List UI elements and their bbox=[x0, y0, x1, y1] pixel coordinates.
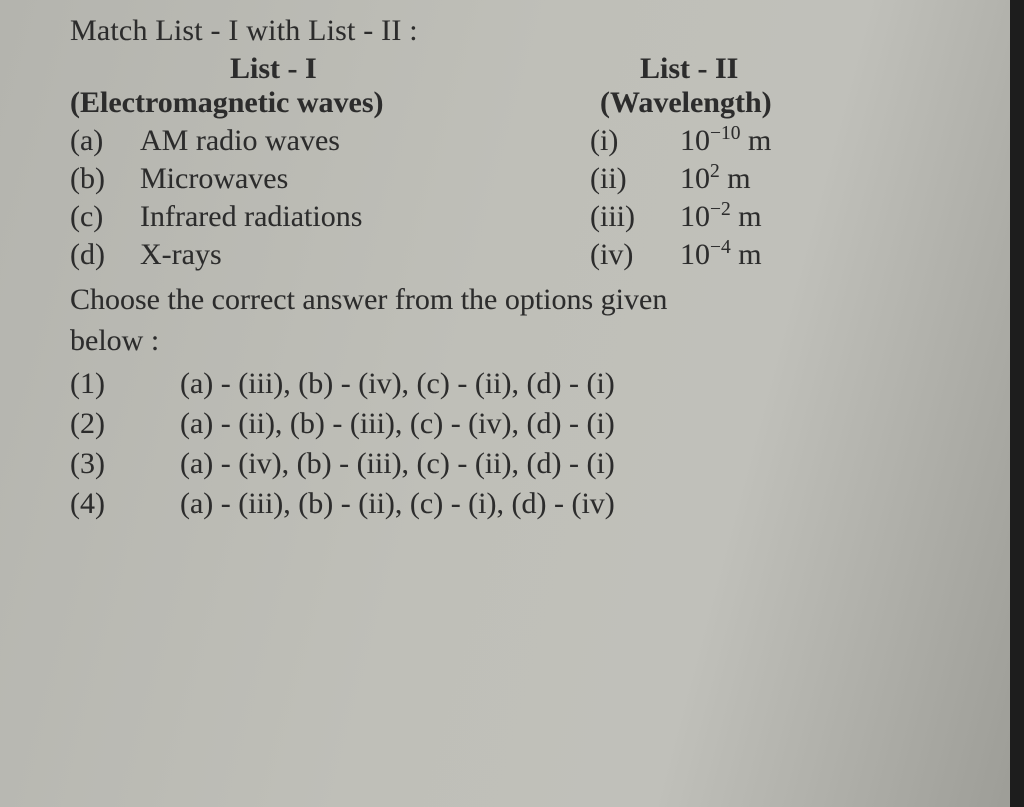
list-two-item-value: 10−10 m bbox=[680, 124, 994, 158]
list-one-column: List - I (Electromagnetic waves) (a) AM … bbox=[70, 52, 590, 272]
option-number: (1) bbox=[70, 367, 180, 401]
value-unit: m bbox=[731, 200, 762, 233]
option-sequence: (a) - (iii), (b) - (iv), (c) - (ii), (d)… bbox=[180, 367, 994, 401]
list-two-item: (iii) 10−2 m bbox=[590, 200, 994, 234]
instruction-text: Match List - I with List - II : bbox=[70, 14, 994, 48]
list-two-item-label: (iii) bbox=[590, 200, 680, 234]
lists-container: List - I (Electromagnetic waves) (a) AM … bbox=[70, 52, 994, 272]
list-two-subheading: (Wavelength) bbox=[590, 86, 994, 120]
list-two-item-label: (ii) bbox=[590, 162, 680, 196]
list-one-item-text: AM radio waves bbox=[140, 124, 590, 158]
option-row[interactable]: (1) (a) - (iii), (b) - (iv), (c) - (ii),… bbox=[70, 367, 994, 401]
option-row[interactable]: (2) (a) - (ii), (b) - (iii), (c) - (iv),… bbox=[70, 407, 994, 441]
list-one-subheading: (Electromagnetic waves) bbox=[70, 86, 590, 120]
list-two-heading: List - II bbox=[590, 52, 994, 86]
list-one-item: (c) Infrared radiations bbox=[70, 200, 590, 234]
option-sequence: (a) - (iii), (b) - (ii), (c) - (i), (d) … bbox=[180, 487, 994, 521]
value-exponent: −10 bbox=[710, 123, 741, 144]
option-row[interactable]: (3) (a) - (iv), (b) - (iii), (c) - (ii),… bbox=[70, 447, 994, 481]
value-base: 10 bbox=[680, 162, 710, 195]
option-sequence: (a) - (iv), (b) - (iii), (c) - (ii), (d)… bbox=[180, 447, 994, 481]
value-base: 10 bbox=[680, 124, 710, 157]
list-one-item-label: (a) bbox=[70, 124, 140, 158]
list-one-item-text: Infrared radiations bbox=[140, 200, 590, 234]
options-container: (1) (a) - (iii), (b) - (iv), (c) - (ii),… bbox=[70, 367, 994, 521]
option-number: (4) bbox=[70, 487, 180, 521]
option-number: (3) bbox=[70, 447, 180, 481]
list-two-item: (ii) 102 m bbox=[590, 162, 994, 196]
option-number: (2) bbox=[70, 407, 180, 441]
value-unit: m bbox=[720, 162, 751, 195]
list-one-item: (b) Microwaves bbox=[70, 162, 590, 196]
list-one-item-text: Microwaves bbox=[140, 162, 590, 196]
choose-text: Choose the correct answer from the optio… bbox=[70, 280, 994, 361]
list-one-heading: List - I bbox=[110, 52, 590, 86]
value-base: 10 bbox=[680, 238, 710, 271]
option-sequence: (a) - (ii), (b) - (iii), (c) - (iv), (d)… bbox=[180, 407, 994, 441]
list-two-item-value: 102 m bbox=[680, 162, 994, 196]
page-right-edge bbox=[1010, 0, 1024, 807]
list-two-item-value: 10−4 m bbox=[680, 238, 994, 272]
value-base: 10 bbox=[680, 200, 710, 233]
list-two-item: (iv) 10−4 m bbox=[590, 238, 994, 272]
value-unit: m bbox=[741, 124, 772, 157]
list-one-item-text: X-rays bbox=[140, 238, 590, 272]
list-one-item-label: (d) bbox=[70, 238, 140, 272]
list-two-item-label: (iv) bbox=[590, 238, 680, 272]
list-one-item-label: (b) bbox=[70, 162, 140, 196]
option-row[interactable]: (4) (a) - (iii), (b) - (ii), (c) - (i), … bbox=[70, 487, 994, 521]
list-one-item-label: (c) bbox=[70, 200, 140, 234]
value-exponent: −4 bbox=[710, 237, 731, 258]
list-two-column: List - II (Wavelength) (i) 10−10 m (ii) … bbox=[590, 52, 994, 272]
list-two-item-value: 10−2 m bbox=[680, 200, 994, 234]
value-exponent: 2 bbox=[710, 161, 720, 182]
list-two-item: (i) 10−10 m bbox=[590, 124, 994, 158]
value-unit: m bbox=[731, 238, 762, 271]
question-page: Match List - I with List - II : List - I… bbox=[0, 0, 1024, 807]
list-two-item-label: (i) bbox=[590, 124, 680, 158]
value-exponent: −2 bbox=[710, 199, 731, 220]
list-one-item: (d) X-rays bbox=[70, 238, 590, 272]
choose-line-2: below : bbox=[70, 324, 159, 357]
list-one-item: (a) AM radio waves bbox=[70, 124, 590, 158]
choose-line-1: Choose the correct answer from the optio… bbox=[70, 283, 667, 316]
